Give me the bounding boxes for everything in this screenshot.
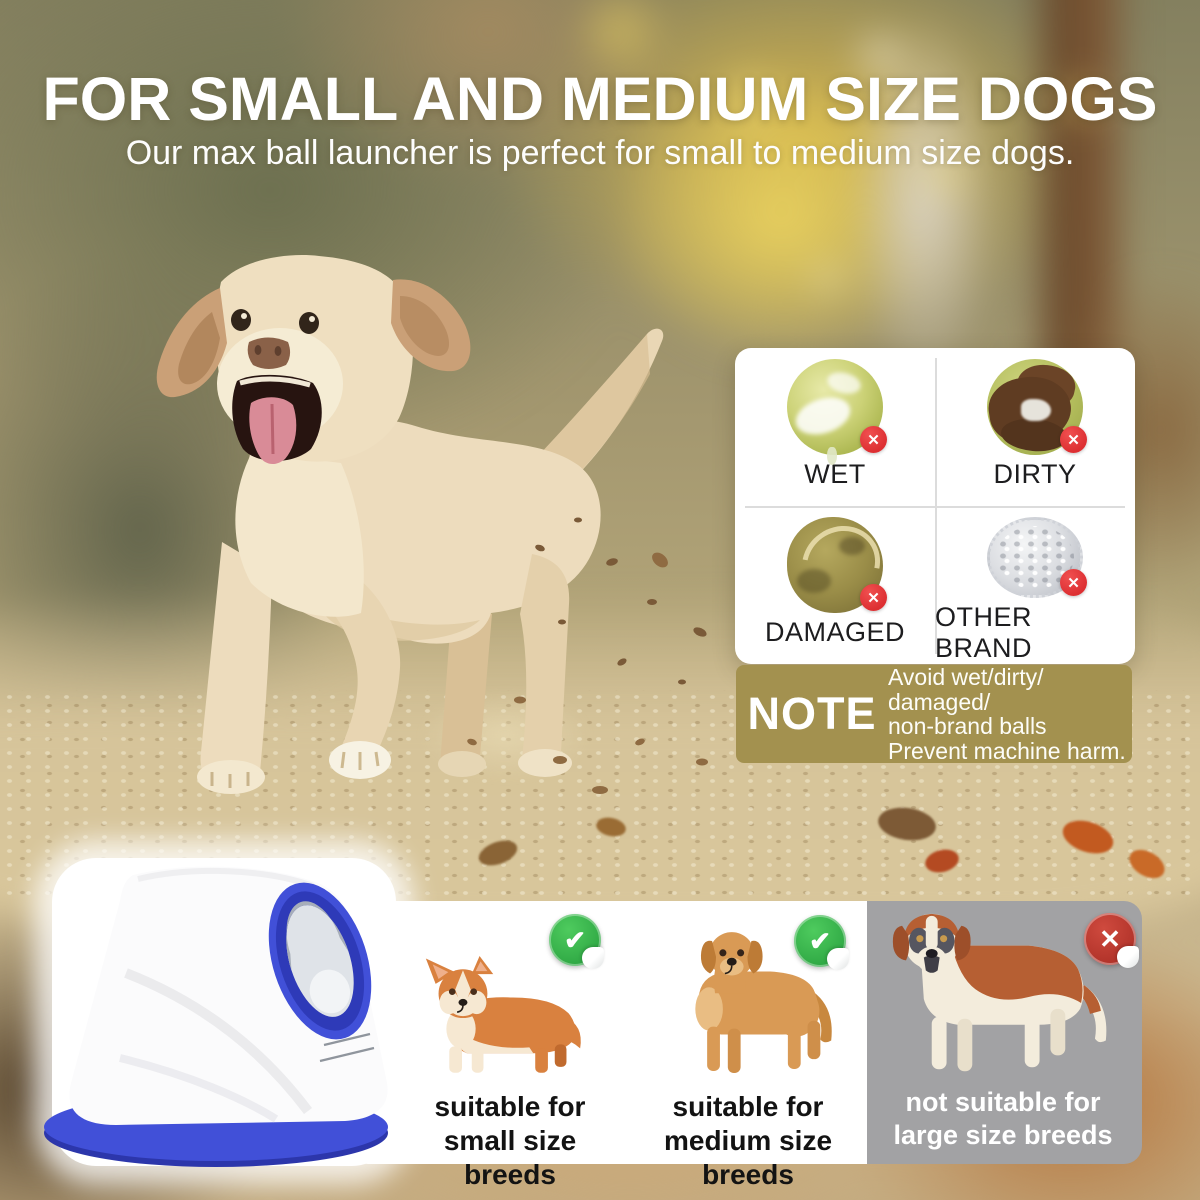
- golden-retriever-illustration: [695, 932, 832, 1073]
- page-title: FOR SMALL AND MEDIUM SIZE DOGS: [42, 65, 1158, 133]
- red-x-badge-icon: ✕: [1060, 569, 1087, 596]
- running-dog-photo: [156, 255, 664, 794]
- check-sticker-icon: ✔: [794, 915, 849, 970]
- suitability-label-small: suitable for small size breeds: [434, 1091, 586, 1190]
- check-sticker-icon: ✔: [549, 914, 604, 969]
- check-mark: ✔: [564, 924, 586, 955]
- page-subtitle: Our max ball launcher is perfect for sma…: [125, 134, 1075, 172]
- note-text: Avoid wet/dirty/ damaged/ non-brand ball…: [888, 664, 1126, 764]
- sticker-peel: [582, 947, 604, 969]
- note-heading: NOTE: [747, 688, 877, 739]
- st-bernard-illustration: [892, 913, 1107, 1072]
- panel-divider: [745, 506, 1125, 508]
- corgi-illustration: [425, 956, 581, 1073]
- x-sticker-icon: ✕: [1084, 913, 1139, 968]
- ball-launcher-machine: [44, 866, 388, 1167]
- bad-ball-item-dirty: ✕ DIRTY: [935, 348, 1135, 506]
- note-box: NOTE Avoid wet/dirty/ damaged/ non-brand…: [736, 665, 1132, 763]
- red-x-badge-icon: ✕: [860, 426, 887, 453]
- check-mark: ✔: [809, 925, 831, 956]
- x-mark: ✕: [1099, 923, 1121, 954]
- bad-ball-label: OTHER BRAND: [935, 602, 1033, 663]
- bad-ball-item-wet: ✕ WET: [735, 348, 935, 506]
- sticker-peel: [1117, 946, 1139, 968]
- red-x-badge-icon: ✕: [860, 584, 887, 611]
- bad-ball-item-other-brand: ✕ OTHER BRAND: [935, 506, 1135, 664]
- sticker-peel: [827, 948, 849, 970]
- bad-ball-label: DIRTY: [993, 459, 1077, 489]
- suitability-label-large: not suitable for large size breeds: [893, 1087, 1113, 1150]
- bad-ball-label: WET: [804, 459, 866, 489]
- bad-ball-label: DAMAGED: [764, 617, 906, 647]
- bad-balls-panel: ✕ WET ✕ DIRTY ✕ DAMAGED: [735, 348, 1135, 664]
- red-x-badge-icon: ✕: [1060, 426, 1087, 453]
- bad-ball-item-damaged: ✕ DAMAGED: [735, 506, 935, 664]
- suitability-label-medium: suitable for medium size breeds: [663, 1091, 833, 1190]
